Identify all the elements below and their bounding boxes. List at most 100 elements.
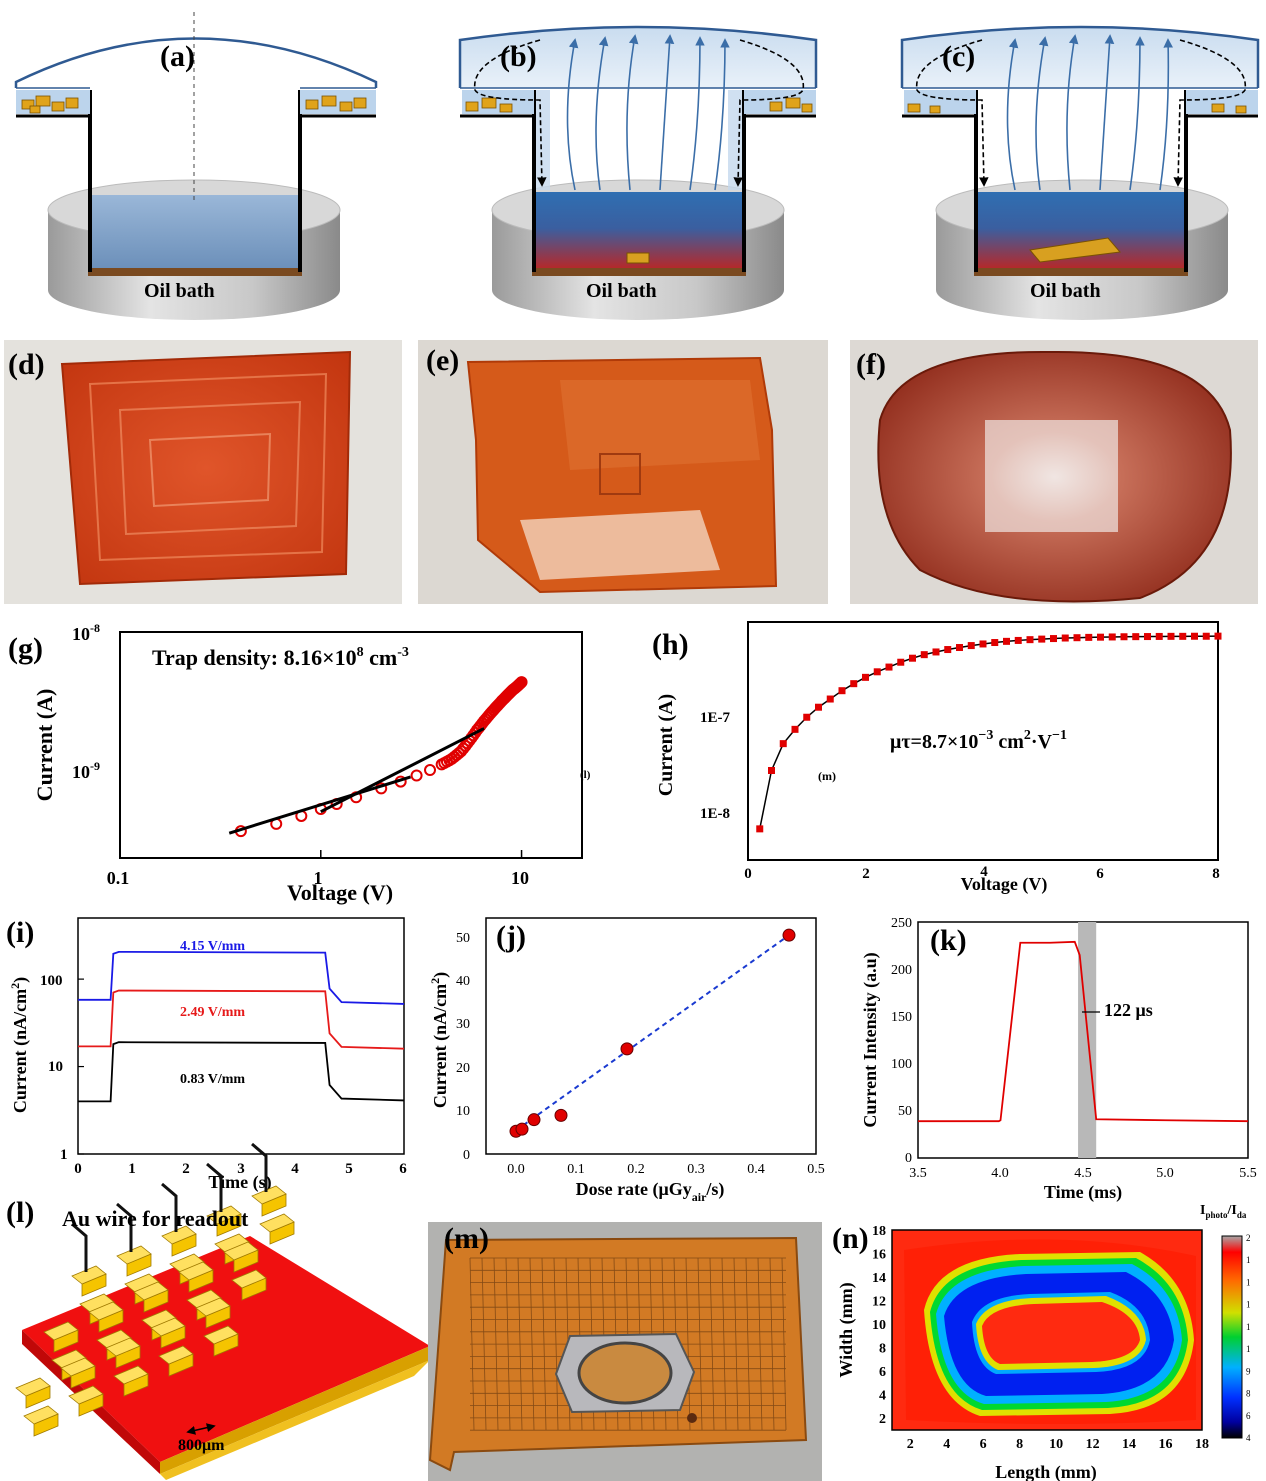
chart-i-series-line: [78, 950, 405, 1005]
chart-n-xtick: 18: [1195, 1437, 1209, 1452]
chart-h-point: [956, 644, 963, 652]
chart-n-colorbar-tick: 4: [1246, 1433, 1251, 1443]
chart-g-xtick: 10: [511, 868, 529, 888]
schematic-c: [900, 25, 1260, 320]
chart-j-xtick: 0.2: [627, 1162, 645, 1177]
chart-h-point: [1073, 634, 1081, 642]
panel-label-e: (e): [426, 344, 460, 377]
chart-n-colorbar-tick: 1: [1246, 1344, 1251, 1354]
chart-j-ytick: 40: [456, 974, 470, 989]
chart-h-xtick: 6: [1096, 866, 1104, 882]
pixel-electrode-top: [206, 1205, 242, 1225]
au-wire: [116, 1202, 133, 1252]
chart-j-point: [782, 928, 796, 942]
chart-i-xtick: 5: [345, 1161, 353, 1177]
chart-n-ytick: 12: [872, 1295, 886, 1310]
pixel-electrode-top: [116, 1245, 152, 1265]
oil-bath-label-c: Oil bath: [1030, 280, 1101, 302]
panel-label-f: (f): [856, 348, 886, 381]
stray-label-m: (m): [818, 769, 836, 783]
chart-n-ytick: 10: [872, 1318, 886, 1333]
chart-h-point: [1085, 633, 1093, 641]
chart-k-xtick: 4.0: [991, 1166, 1009, 1181]
chart-i-series-line: [78, 1041, 405, 1103]
chart-j-point: [554, 1108, 568, 1122]
schematic-a: [14, 12, 378, 320]
chart-j-xtick: 0.3: [687, 1162, 705, 1177]
schematic-b: [458, 25, 818, 320]
chart-k-xtick: 4.5: [1074, 1166, 1092, 1181]
chart-n-ytick: 2: [879, 1412, 886, 1427]
pixel-electrode-top: [60, 1357, 96, 1377]
chart-n-colorbar-label: Iphoto/Ida: [1200, 1203, 1247, 1220]
chart-h-point: [1061, 634, 1069, 642]
chart-i-ytick: 10: [48, 1059, 63, 1075]
panel-label-k: (k): [930, 924, 967, 957]
au-wire-label: Au wire for readout: [62, 1206, 249, 1231]
chart-n-colorbar-tick: 1: [1246, 1255, 1251, 1265]
chart-i-series-line: [78, 989, 405, 1050]
panel-label-c: (c): [942, 40, 976, 73]
pixel-electrode-top: [15, 1377, 51, 1397]
chart-n-ytick: 8: [879, 1342, 886, 1357]
pixel-electrode-top: [251, 1185, 287, 1205]
chart-g-ytick-top: 10-8: [72, 621, 100, 644]
pixel-electrode-top: [113, 1365, 149, 1385]
pixel-electrode-top: [23, 1405, 59, 1425]
pixel-electrode-top: [178, 1261, 214, 1281]
panel-label-j: (j): [496, 920, 526, 953]
chart-j-fit-line: [515, 934, 790, 1132]
au-wire: [251, 1142, 268, 1192]
chart-h-point: [1038, 635, 1046, 643]
chart-k-line: [918, 940, 1249, 1123]
chart-h-line: [759, 635, 1219, 830]
chart-h-point: [1050, 635, 1057, 643]
chart-h-ytick: 1E-7: [700, 710, 731, 726]
chart-h-xtick: 2: [862, 866, 870, 882]
chart-n: 2 1 1 1 1 1 9 8 6 4 Iphoto/Ida 2 4 6 8 10 12 14 16 18 2 4 6 8…: [836, 1203, 1251, 1481]
chart-i-series-label: 4.15 V/mm: [180, 939, 245, 954]
chart-n-xtick: 4: [943, 1437, 950, 1452]
chart-h-point: [1155, 632, 1163, 640]
chart-k-xtick: 5.5: [1239, 1166, 1257, 1181]
chart-n-ytick: 18: [872, 1224, 886, 1239]
chart-j-ylabel: Current (nA/cm2): [428, 972, 451, 1108]
chart-n-ytick: 6: [879, 1365, 886, 1380]
pixel-electrode-top: [161, 1225, 197, 1245]
chart-h-point: [1179, 632, 1187, 640]
chart-n-colorbar-tick: 1: [1246, 1322, 1251, 1332]
chart-n-xtick: 16: [1159, 1437, 1173, 1452]
pixel-electrode-top: [231, 1269, 267, 1289]
pixel-electrode-top: [195, 1297, 231, 1317]
chart-i-xtick: 3: [237, 1161, 245, 1177]
chart-j-xtick: 0.1: [567, 1162, 585, 1177]
chart-h-point: [803, 713, 811, 721]
chart-i-ylabel: Current (nA/cm2): [8, 977, 31, 1113]
panel-label-h: (h): [652, 628, 689, 661]
chart-i-ytick: 100: [40, 973, 63, 989]
chart-n-xtick: 10: [1049, 1437, 1063, 1452]
chart-j-ytick: 50: [456, 931, 470, 946]
chart-i-xtick: 2: [182, 1161, 190, 1177]
chart-j-ytick: 10: [456, 1104, 470, 1119]
panel-label-g: (g): [8, 632, 43, 665]
au-wire: [161, 1182, 178, 1232]
photo-f: [850, 340, 1258, 604]
chart-h-ylabel: Current (A): [655, 694, 677, 796]
chart-n-colorbar-tick: 1: [1246, 1277, 1251, 1287]
chart-h-point: [991, 639, 999, 647]
chart-h-point: [1003, 637, 1010, 645]
chart-h-point: [1108, 633, 1116, 641]
panel-label-n: (n): [832, 1222, 869, 1255]
chart-n-xtick: 14: [1122, 1437, 1136, 1452]
chart-n-colorbar-tick: 1: [1246, 1300, 1251, 1310]
chart-i-ytick: 1: [60, 1147, 68, 1163]
chart-k-xtick: 3.5: [909, 1166, 927, 1181]
chart-g-xlabel: Voltage (V): [287, 880, 393, 905]
chart-n-ytick: 14: [872, 1271, 886, 1286]
chart-n-colorbar-tick: 8: [1246, 1389, 1251, 1399]
chart-h-point: [850, 680, 858, 688]
chart-h-point: [1214, 632, 1222, 640]
panel-label-i: (i): [6, 916, 35, 949]
chart-n-ylabel: Width (mm): [836, 1282, 857, 1377]
